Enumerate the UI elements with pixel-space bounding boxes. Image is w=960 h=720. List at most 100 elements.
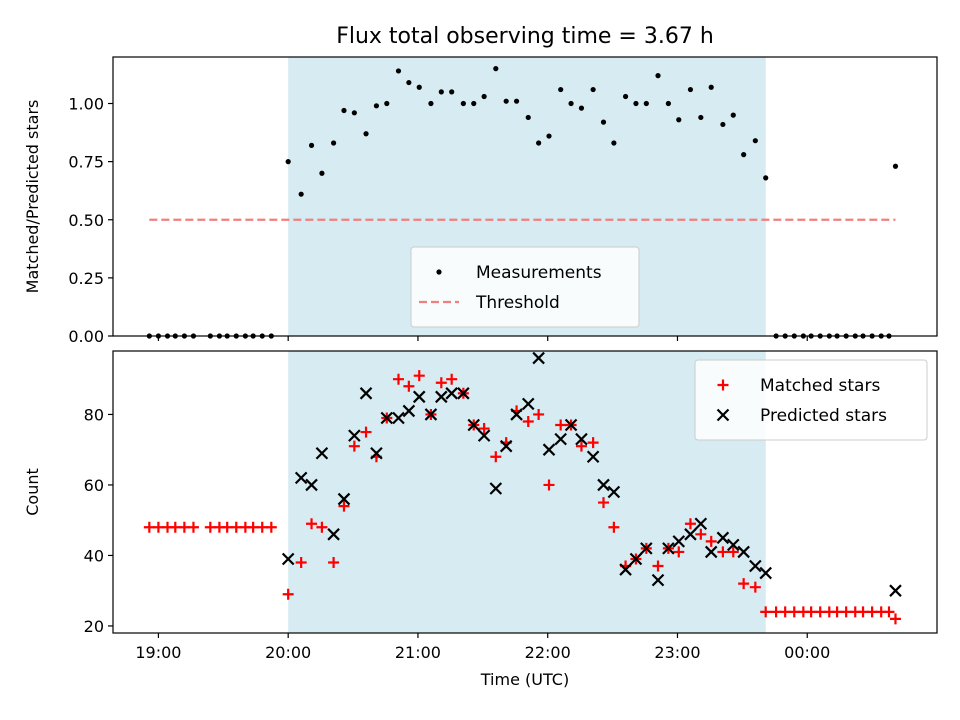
top-data-point — [341, 107, 347, 114]
top-data-point — [298, 191, 304, 197]
top-data-point — [600, 119, 607, 125]
bottom-data-point — [281, 552, 295, 566]
top-data-point — [384, 100, 390, 107]
bottom-data-point — [435, 377, 447, 389]
bottom-data-point — [608, 521, 620, 533]
top-y-tick-label: 1.00 — [68, 95, 104, 114]
top-data-point — [373, 103, 380, 109]
top-data-point — [741, 152, 747, 158]
top-data-point — [558, 86, 564, 93]
bottom-legend-box — [694, 359, 928, 441]
bottom-y-tick-label: 60 — [84, 476, 104, 495]
top-legend: Measurements Threshold — [410, 246, 640, 328]
top-data-point — [708, 84, 714, 90]
bottom-data-point — [499, 439, 513, 453]
bottom-x-axis-label: Time (UTC) — [480, 670, 569, 689]
top-data-point — [406, 79, 412, 86]
bottom-data-point — [380, 411, 394, 425]
bottom-data-point — [467, 418, 481, 432]
top-y-tick-label: 0.25 — [68, 269, 104, 288]
bottom-data-point — [759, 566, 772, 580]
top-data-point — [285, 159, 291, 165]
top-axes-frame — [112, 56, 938, 337]
top-data-point — [395, 68, 402, 74]
bottom-data-point — [586, 450, 600, 464]
bottom-legend-swatch — [716, 408, 730, 422]
bottom-data-point — [652, 560, 664, 572]
bottom-data-point — [413, 370, 425, 382]
bottom-data-point — [554, 432, 567, 446]
bottom-data-point — [749, 581, 761, 593]
bottom-y-axis-label: Count — [23, 468, 42, 516]
bottom-data-point — [726, 538, 740, 552]
bottom-data-point — [305, 478, 318, 492]
top-data-point — [730, 112, 736, 118]
top-data-point — [568, 100, 574, 107]
top-data-point — [513, 98, 520, 104]
bottom-data-point — [889, 613, 901, 625]
top-y-axis-label: Matched/Predicted stars — [23, 100, 42, 294]
bottom-x-tick-label: 23:00 — [654, 643, 700, 662]
top-chart-panel: 0.00 0.25 0.50 0.75 1.00 Matched/Predicted st… — [23, 56, 938, 346]
bottom-data-point — [607, 485, 621, 499]
top-data-point — [590, 86, 596, 93]
bottom-data-point — [412, 390, 426, 404]
top-data-point — [319, 170, 325, 176]
bottom-data-point — [651, 573, 665, 587]
bottom-data-point — [327, 528, 340, 541]
bottom-data-point — [348, 440, 360, 452]
bottom-data-point — [478, 423, 490, 435]
bottom-data-point — [403, 380, 415, 392]
top-data-point — [330, 140, 337, 146]
top-data-point — [676, 117, 682, 123]
top-data-point — [622, 93, 629, 100]
bottom-data-point — [532, 351, 545, 365]
bottom-x-tick-label: 00:00 — [784, 643, 830, 662]
bottom-data-point — [295, 557, 307, 568]
bottom-data-point — [760, 606, 772, 618]
bottom-x-tick-label: 22:00 — [525, 643, 571, 662]
bottom-data-point — [360, 426, 372, 438]
top-data-point — [655, 73, 661, 79]
top-data-point — [363, 131, 369, 137]
bottom-data-point — [727, 546, 739, 558]
bottom-legend-swatch — [717, 379, 729, 391]
top-data-point — [687, 86, 694, 93]
bottom-data-point — [510, 408, 523, 421]
bottom-data-point — [542, 443, 556, 456]
top-data-point — [438, 89, 444, 95]
bottom-data-point — [187, 521, 199, 533]
bottom-data-point — [424, 408, 438, 421]
bottom-data-point — [282, 588, 294, 600]
bottom-data-point — [662, 542, 675, 555]
bottom-y-tick-label: 40 — [84, 546, 104, 565]
bottom-data-point — [597, 478, 610, 492]
bottom-data-point — [392, 411, 405, 425]
bottom-data-point — [672, 535, 686, 548]
bottom-data-point — [316, 521, 328, 533]
bottom-series-predicted-stars — [281, 351, 902, 597]
top-data-point — [351, 110, 357, 116]
bottom-data-point — [684, 518, 696, 530]
top-legend-label: Measurements — [476, 263, 602, 283]
bottom-data-point — [575, 440, 587, 452]
top-data-point — [698, 114, 704, 121]
top-data-point — [633, 100, 639, 107]
bottom-data-point — [445, 387, 458, 400]
bottom-data-point — [738, 578, 750, 590]
top-data-point — [460, 100, 466, 107]
bottom-legend-label: Predicted stars — [760, 406, 887, 426]
bottom-data-point — [338, 500, 350, 512]
top-y-tick-label: 0.75 — [68, 153, 104, 172]
top-data-point — [471, 100, 477, 107]
bottom-data-point — [543, 479, 555, 491]
bottom-data-point — [684, 528, 697, 541]
bottom-axes-frame — [112, 350, 938, 634]
bottom-data-point — [694, 517, 708, 531]
top-data-point — [720, 121, 726, 128]
top-data-point — [611, 140, 617, 146]
bottom-data-point — [490, 451, 502, 463]
top-data-point — [449, 89, 455, 95]
bottom-data-point — [337, 492, 351, 506]
top-data-point — [525, 114, 531, 121]
